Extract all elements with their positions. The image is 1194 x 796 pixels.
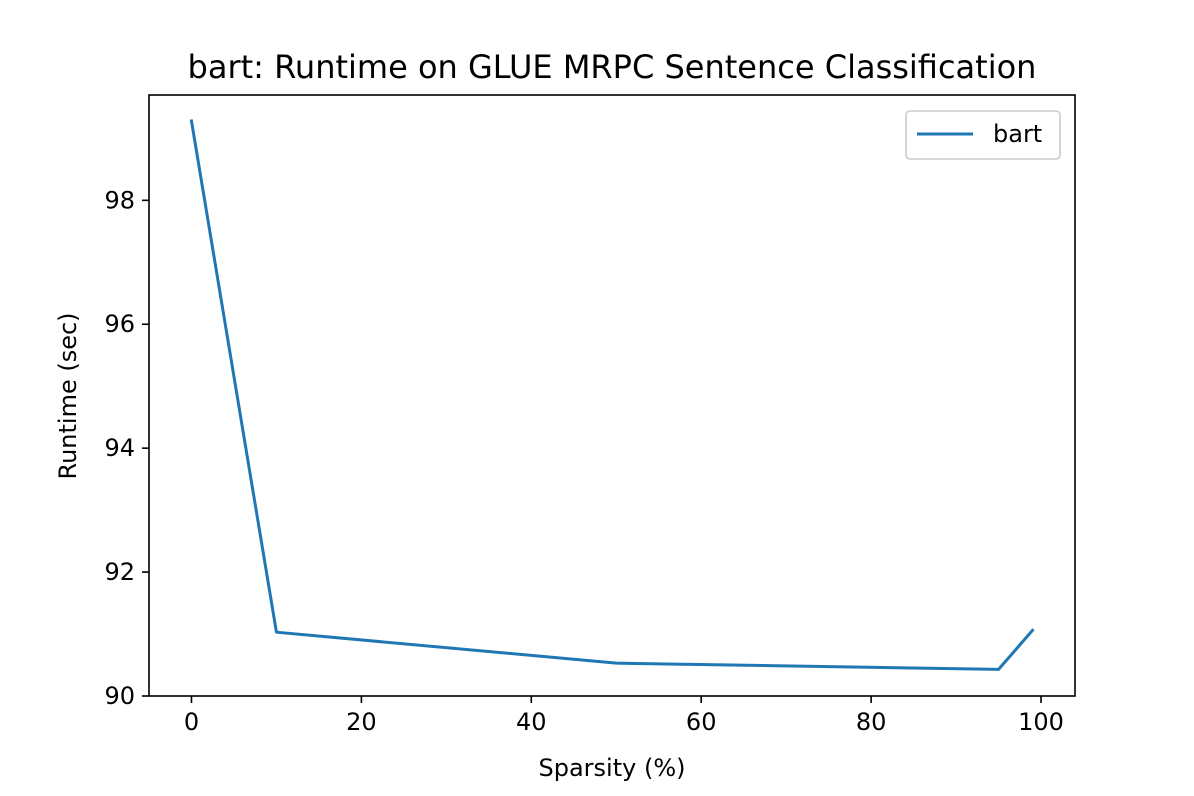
y-tick-label: 92 — [104, 558, 135, 586]
chart-title: bart: Runtime on GLUE MRPC Sentence Clas… — [188, 48, 1037, 86]
axes-frame — [148, 94, 1076, 697]
x-tick-label: 60 — [686, 708, 717, 736]
y-tick-label: 94 — [104, 434, 135, 462]
y-tick-label: 96 — [104, 310, 135, 338]
y-axis-label: Runtime (sec) — [54, 312, 82, 479]
series-line-bart — [189, 119, 1035, 671]
legend-box — [905, 110, 1061, 160]
plot-area — [189, 119, 1035, 671]
x-tick-label: 80 — [856, 708, 887, 736]
x-axis: 0 20 40 60 80 100 — [184, 696, 1064, 736]
legend-label-bart: bart — [993, 120, 1042, 148]
x-tick-label: 20 — [346, 708, 377, 736]
y-tick-label: 98 — [104, 186, 135, 214]
y-tick-label: 90 — [104, 682, 135, 710]
x-tick-label: 0 — [184, 708, 199, 736]
legend: bart — [905, 110, 1061, 160]
x-tick-label: 100 — [1018, 708, 1064, 736]
x-axis-label: Sparsity (%) — [539, 754, 686, 782]
y-axis: 90 92 94 96 98 — [104, 186, 149, 710]
x-tick-label: 40 — [516, 708, 547, 736]
